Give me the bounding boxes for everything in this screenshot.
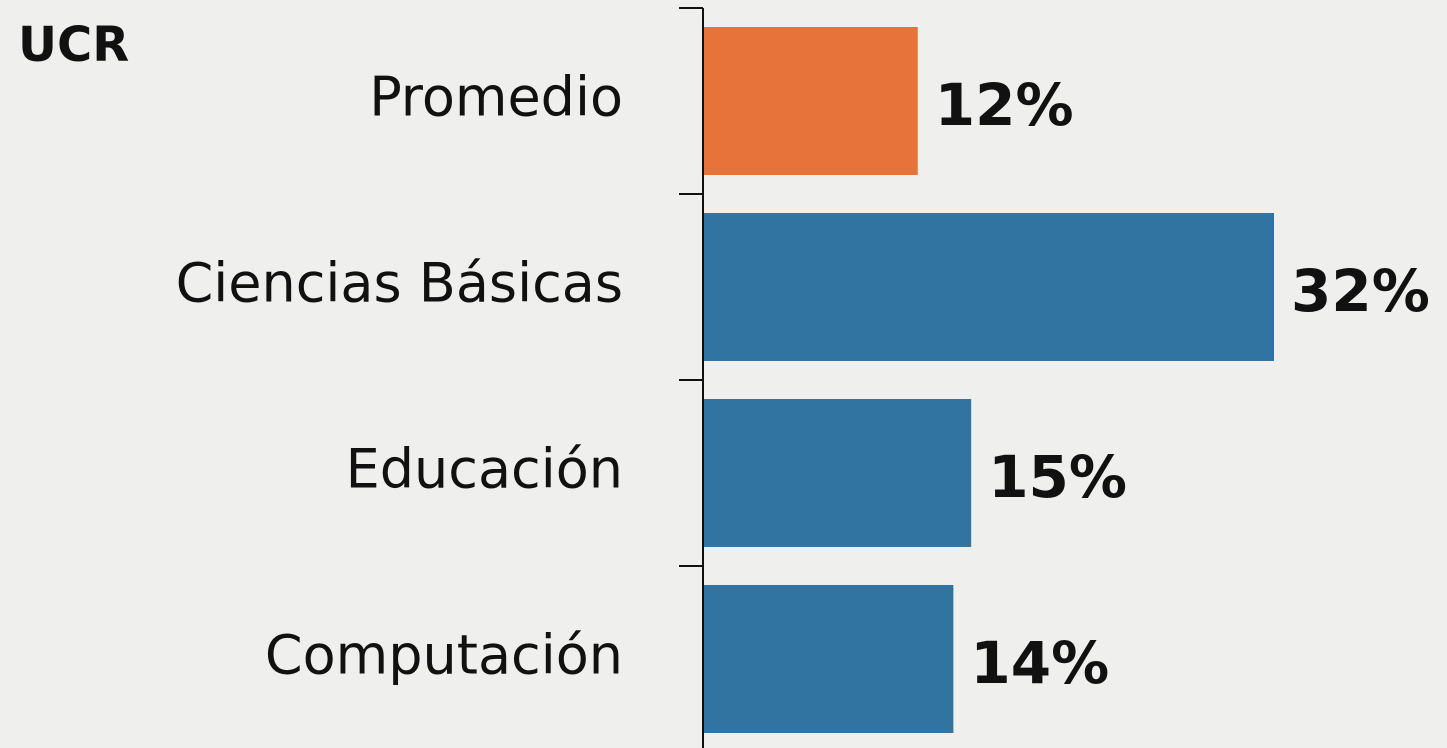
value-label: 14% (970, 629, 1109, 697)
value-label: 12% (935, 71, 1074, 139)
category-label: Promedio (369, 66, 623, 129)
bar (704, 585, 954, 733)
value-label: 32% (1291, 257, 1430, 325)
value-label: 15% (988, 443, 1127, 511)
bar (704, 27, 918, 175)
category-label: Ciencias Básicas (176, 252, 623, 315)
category-label: Educación (346, 438, 623, 501)
bar (704, 213, 1274, 361)
category-label: Computación (265, 624, 623, 687)
bar (704, 399, 972, 547)
chart-title: UCR (18, 17, 129, 73)
